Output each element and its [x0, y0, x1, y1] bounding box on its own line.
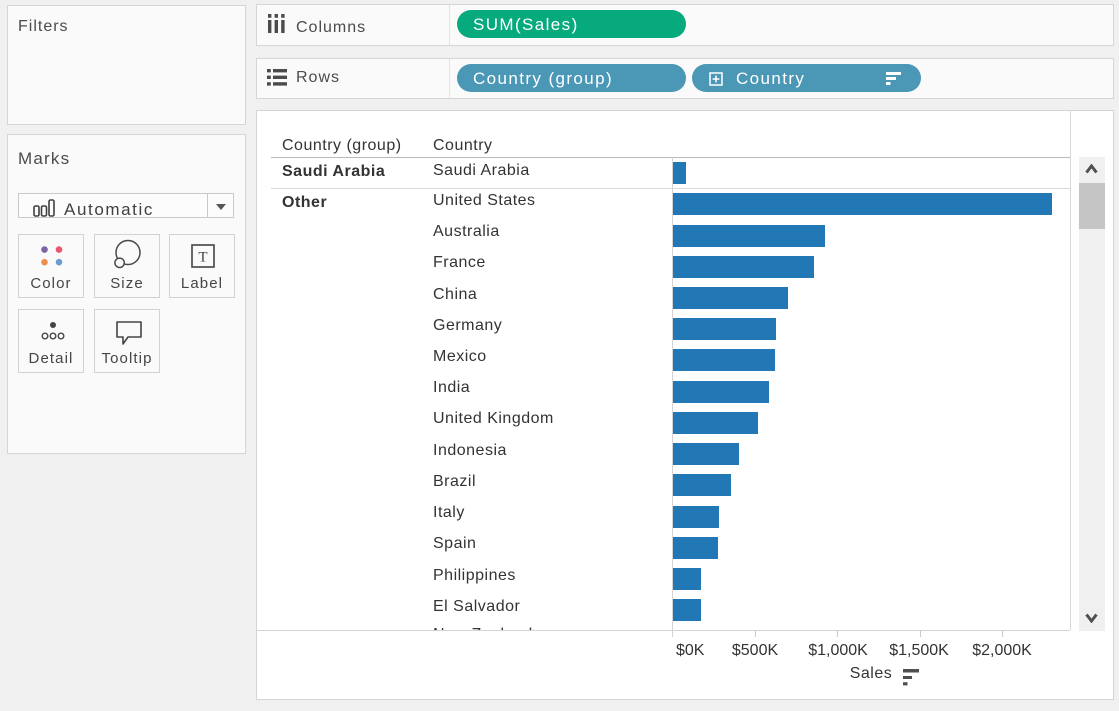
svg-text:T: T — [198, 250, 207, 266]
